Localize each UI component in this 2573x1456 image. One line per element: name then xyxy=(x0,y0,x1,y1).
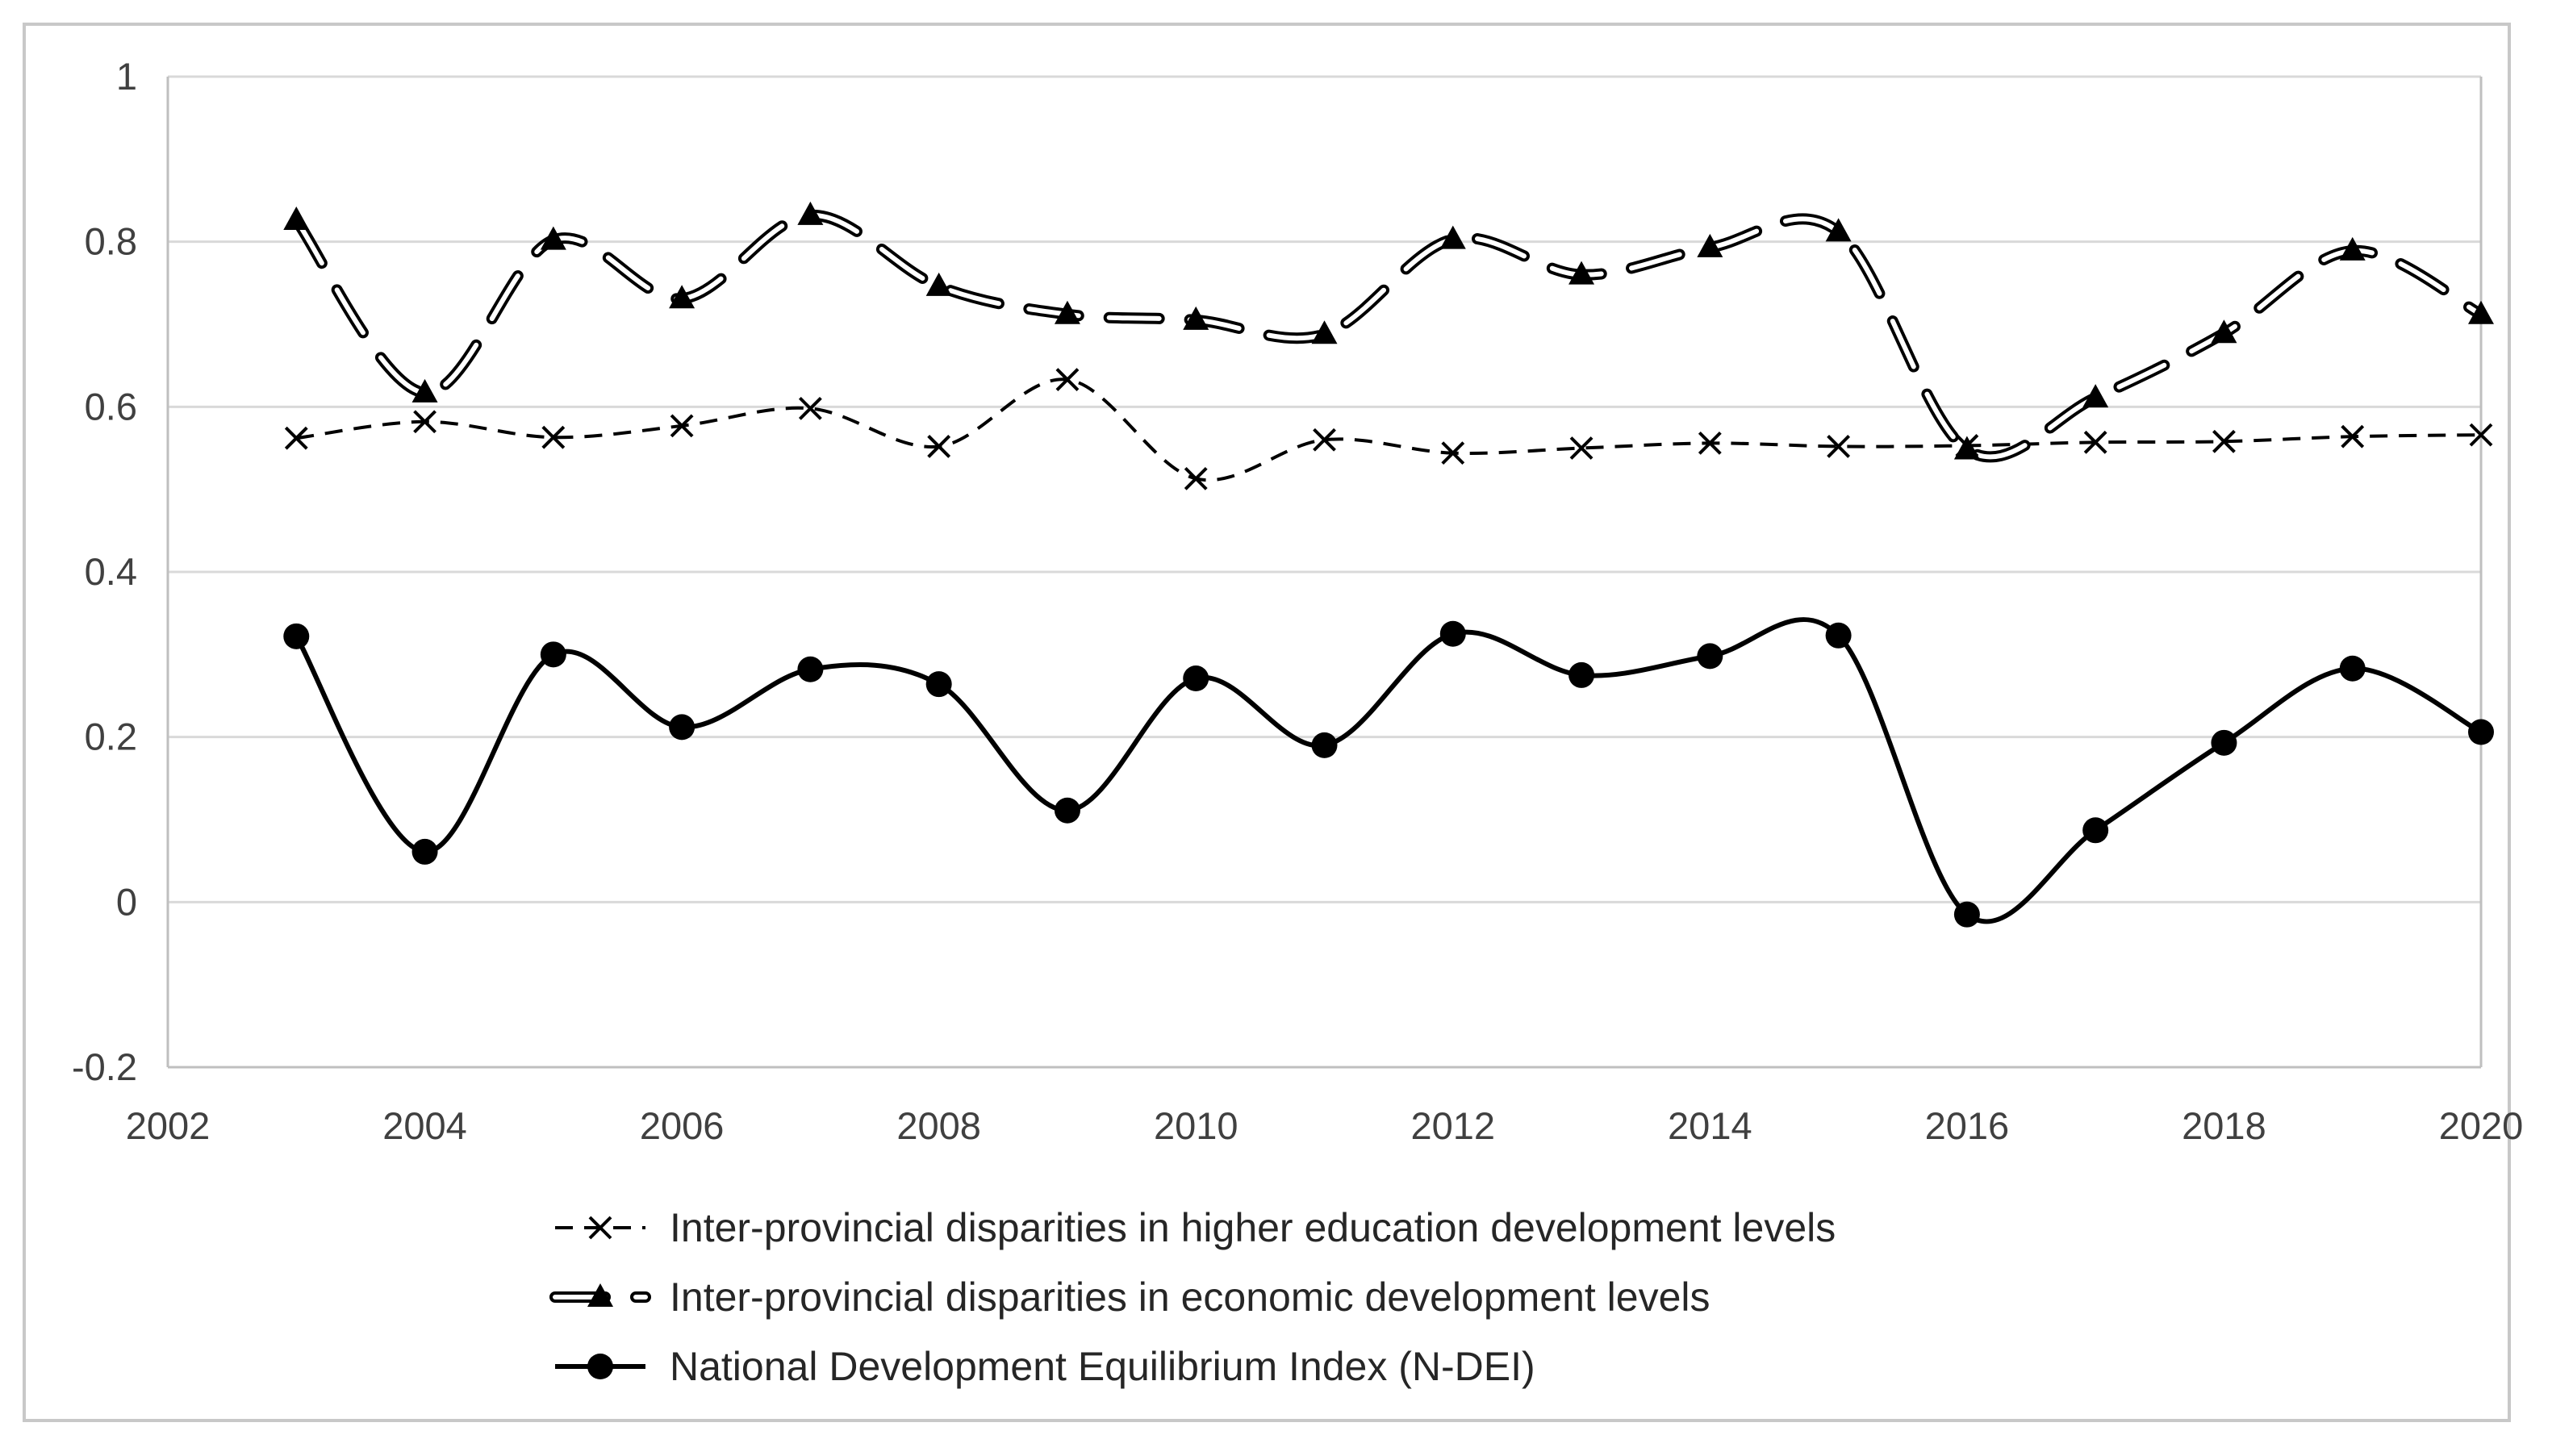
gridlines xyxy=(168,75,2481,1069)
data-point-s3-2016 xyxy=(1953,901,1980,928)
legend-label-1: Inter-provincial disparities in higher e… xyxy=(670,1205,1836,1250)
x-tick-label: 2008 xyxy=(896,1104,981,1147)
data-point-s3-2012 xyxy=(1439,620,1466,647)
data-point-s2-2007 xyxy=(797,201,824,225)
y-tick-label: 0.4 xyxy=(85,550,137,593)
legend-item-1: Inter-provincial disparities in higher e… xyxy=(555,1205,1836,1250)
data-point-s2-2020 xyxy=(2468,300,2494,324)
legend: Inter-provincial disparities in higher e… xyxy=(549,1205,1836,1389)
x-tick-label: 2004 xyxy=(382,1104,467,1147)
data-point-s2-2019 xyxy=(2339,236,2366,261)
data-point-s1-2012 xyxy=(1441,441,1465,465)
series-line-2 xyxy=(290,209,2487,463)
data-point-s1-2009 xyxy=(1055,368,1080,391)
data-point-s2-2004 xyxy=(411,378,438,403)
data-point-s3-2003 xyxy=(283,623,310,649)
data-point-s2-2006 xyxy=(669,285,695,309)
data-point-s2-2016 xyxy=(1953,436,1980,460)
data-point-s3-2013 xyxy=(1568,661,1595,688)
data-point-s2-2003 xyxy=(283,207,310,231)
data-point-s3-2019 xyxy=(2339,655,2366,682)
x-tick-label: 2010 xyxy=(1154,1104,1238,1147)
data-point-s2-2009 xyxy=(1054,300,1080,324)
chart-frame xyxy=(23,23,2511,1422)
x-tick-label: 2012 xyxy=(1410,1104,1495,1147)
data-point-s3-2006 xyxy=(669,714,695,741)
data-point-s2-2013 xyxy=(1568,261,1595,285)
y-tick-label: -0.2 xyxy=(72,1045,137,1088)
data-point-s1-2005 xyxy=(541,425,566,449)
data-point-s3-2004 xyxy=(411,838,438,865)
legend-label-3: National Development Equilibrium Index (… xyxy=(670,1344,1535,1389)
tick-labels: -0.2 0 0.2 0.4 0.6 0.8 1 2002 2004 2006 2008 2010 20… xyxy=(72,55,2523,1147)
data-point-s1-2011 xyxy=(1313,428,1336,452)
data-point-s2-2011 xyxy=(1311,320,1338,344)
data-point-s3-2017 xyxy=(2082,817,2109,844)
data-point-s3-2005 xyxy=(540,641,566,668)
x-tick-label: 2006 xyxy=(640,1104,725,1147)
data-point-s1-2007 xyxy=(798,396,822,420)
data-point-s1-2008 xyxy=(927,435,951,458)
legend-marker-2 xyxy=(587,1283,613,1307)
series-lines xyxy=(290,209,2487,924)
y-tick-label: 0.2 xyxy=(85,715,137,758)
data-point-s3-2009 xyxy=(1054,797,1080,824)
legend-marker-3 xyxy=(587,1354,613,1379)
data-point-s2-2014 xyxy=(1697,233,1723,257)
data-point-s1-2014 xyxy=(1698,431,1722,455)
data-point-s3-2010 xyxy=(1183,665,1209,692)
data-point-s3-2007 xyxy=(797,656,824,682)
legend-marker-1 xyxy=(588,1216,612,1240)
data-point-s2-2012 xyxy=(1439,225,1466,249)
series-line-1 xyxy=(296,378,2482,482)
data-point-s3-2014 xyxy=(1697,643,1723,670)
data-point-s1-2013 xyxy=(1569,436,1594,460)
data-point-s3-2018 xyxy=(2211,729,2237,756)
x-tick-label: 2002 xyxy=(126,1104,211,1147)
data-point-s1-2019 xyxy=(2341,424,2365,448)
y-tick-label: 0.8 xyxy=(85,220,137,263)
legend-item-2: Inter-provincial disparities in economic… xyxy=(549,1275,1710,1320)
series-line-3 xyxy=(294,617,2483,924)
data-point-s1-2015 xyxy=(1827,435,1851,458)
data-point-s3-2008 xyxy=(925,671,952,698)
x-tick-label: 2014 xyxy=(1668,1104,1752,1147)
legend-label-2: Inter-provincial disparities in economic… xyxy=(670,1275,1710,1320)
data-point-s3-2020 xyxy=(2468,719,2494,745)
legend-item-3: National Development Equilibrium Index (… xyxy=(555,1344,1535,1389)
data-point-s1-2020 xyxy=(2469,423,2493,447)
data-point-s1-2017 xyxy=(2083,430,2107,454)
axes xyxy=(166,77,2483,1069)
data-point-s2-2018 xyxy=(2211,319,2237,344)
x-tick-label: 2018 xyxy=(2182,1104,2266,1147)
data-point-s2-2008 xyxy=(925,272,952,296)
y-tick-label: 0.6 xyxy=(85,385,137,428)
data-point-s2-2017 xyxy=(2082,384,2109,408)
x-tick-label: 2020 xyxy=(2439,1104,2524,1147)
data-point-s2-2005 xyxy=(540,226,566,250)
data-point-s1-2003 xyxy=(284,426,308,450)
data-point-s1-2010 xyxy=(1184,466,1208,490)
y-tick-label: 0 xyxy=(116,880,137,923)
data-point-s1-2018 xyxy=(2212,429,2236,453)
data-point-s2-2015 xyxy=(1825,218,1852,242)
data-point-s1-2004 xyxy=(413,410,436,434)
data-point-s3-2015 xyxy=(1825,622,1852,649)
data-point-s3-2011 xyxy=(1311,732,1338,758)
x-tick-label: 2016 xyxy=(1925,1104,2010,1147)
series-markers xyxy=(283,201,2494,928)
data-point-s1-2006 xyxy=(670,414,694,438)
data-point-s2-2010 xyxy=(1183,306,1209,330)
y-tick-label: 1 xyxy=(116,55,137,98)
